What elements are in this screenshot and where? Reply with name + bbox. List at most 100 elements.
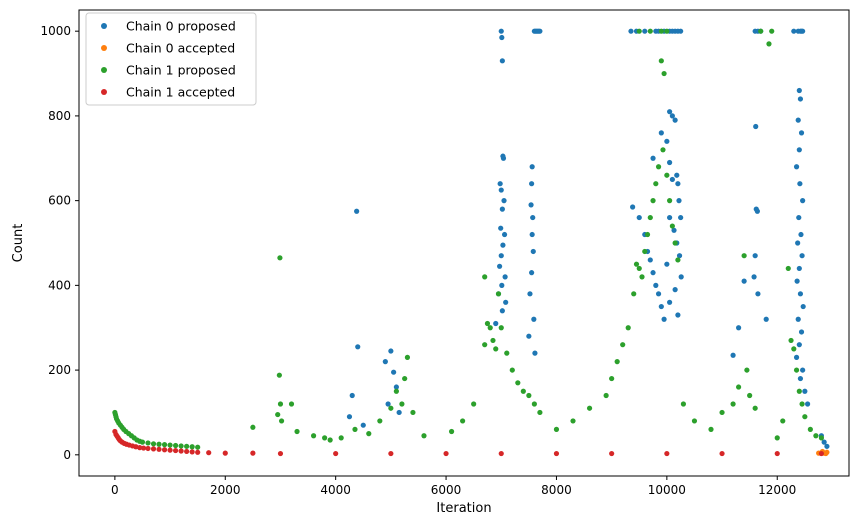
data-point [675,257,681,263]
data-point [744,367,750,373]
data-point [653,282,659,288]
data-point [655,164,662,170]
data-point [788,337,794,344]
data-point [499,34,505,41]
data-point [421,433,427,439]
data-point [807,426,813,432]
data-point [658,58,664,64]
data-point [800,367,806,373]
data-point [366,431,372,437]
x-tick-label: 4000 [320,483,351,497]
data-point [754,208,760,214]
legend: Chain 0 proposed Chain 0 accepted Chain 1 … [85,12,257,106]
data-point [288,401,295,407]
data-point [766,41,772,47]
data-point [178,443,184,449]
data-point [499,308,505,314]
data-point [360,422,366,428]
data-point [730,401,736,407]
data-point [137,445,143,451]
data-point [676,253,683,259]
data-point [796,87,802,94]
data-point [487,325,493,331]
data-point [799,253,805,259]
legend-label: Chain 0 proposed [126,19,236,34]
data-point [277,255,283,261]
data-point [799,401,805,407]
data-point [678,274,684,280]
data-point [658,130,664,136]
data-point [531,316,537,322]
data-point [785,265,791,272]
data-point [672,117,678,123]
data-point [818,450,825,457]
data-point [189,444,195,450]
data-point [676,198,682,204]
data-point [388,450,394,457]
x-tick-label: 6000 [431,483,462,497]
data-point [658,303,664,310]
data-point [800,28,806,34]
legend-label: Chain 1 proposed [126,63,236,78]
data-point [322,435,328,441]
data-point [678,28,684,34]
data-point [385,401,391,407]
legend-label: Chain 1 accepted [126,85,235,100]
data-point [664,261,670,267]
data-point [355,344,361,350]
data-point [797,96,804,102]
data-point [278,418,285,424]
plot-area-frame [78,9,850,477]
data-point [763,316,769,322]
x-tick-label: 8000 [541,483,572,497]
data-point [529,181,535,187]
x-tick-label: 10000 [648,483,686,497]
data-point [167,447,173,453]
data-point [527,291,533,297]
data-point [813,433,819,439]
data-point [669,176,675,183]
data-point [625,325,631,331]
data-point [797,291,804,297]
data-points [112,28,830,457]
data-point [482,342,488,348]
data-point [664,138,670,144]
data-point [824,449,830,455]
data-point [795,240,801,246]
data-point [501,198,507,204]
data-point [388,405,394,411]
data-point [680,401,687,407]
data-point [664,28,670,34]
data-point [647,28,653,34]
data-point [499,282,505,288]
data-point [529,231,535,238]
legend-marker [101,23,107,29]
data-point [774,435,780,441]
data-point [404,354,411,360]
data-point [824,443,830,449]
data-point [526,333,532,339]
data-point [669,113,675,119]
data-point [674,172,680,178]
data-point [195,449,201,455]
data-point [631,291,637,297]
data-point [504,350,510,356]
series-3 [112,428,825,457]
data-point [443,450,449,457]
data-point [167,442,173,448]
data-point [752,405,758,411]
data-point [294,428,300,435]
data-point [327,437,333,443]
data-point [620,342,626,348]
data-point [672,240,678,246]
data-point [675,181,681,187]
data-point [526,392,532,399]
data-point [195,444,201,450]
data-point [499,58,505,64]
data-point [798,231,804,238]
data-point [751,274,757,280]
data-point [821,439,827,445]
data-point [537,28,543,34]
data-point [570,418,576,424]
data-point [802,388,808,394]
